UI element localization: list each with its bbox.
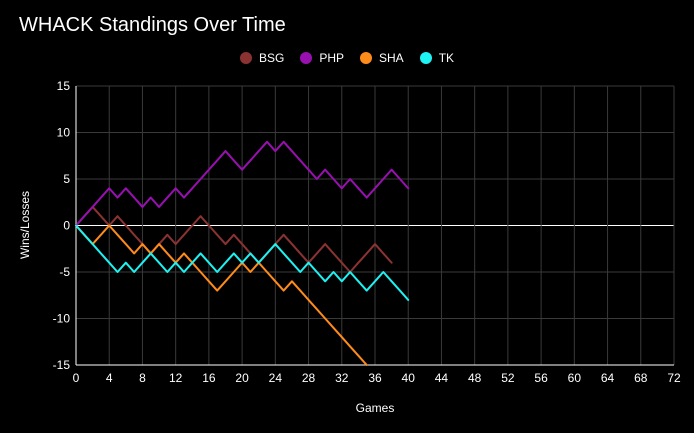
series-line-bsg xyxy=(75,205,393,273)
grid xyxy=(75,85,675,366)
series-lines xyxy=(75,140,410,366)
legend-swatch-icon xyxy=(239,52,252,64)
x-tick-label: 0 xyxy=(73,371,80,385)
legend-item-bsg[interactable]: BSG xyxy=(239,51,285,65)
legend-label: BSG xyxy=(258,51,285,65)
legend-swatch-icon xyxy=(300,52,313,64)
y-tick-label: 15 xyxy=(57,79,71,93)
y-tick-label: 5 xyxy=(63,172,70,186)
y-axis-ticks: -15 -10 -5 0 5 10 15 xyxy=(53,79,71,372)
x-tick-label: 60 xyxy=(568,371,582,385)
legend-item-php[interactable]: PHP xyxy=(300,51,344,65)
y-axis-title: Wins/Losses xyxy=(18,191,32,259)
x-tick-label: 16 xyxy=(202,371,216,385)
legend-label: PHP xyxy=(319,51,344,65)
x-tick-label: 12 xyxy=(169,371,183,385)
legend-item-tk[interactable]: TK xyxy=(419,51,455,65)
x-tick-label: 8 xyxy=(139,371,146,385)
legend-swatch-icon xyxy=(360,52,372,64)
x-tick-label: 28 xyxy=(302,371,316,385)
x-tick-label: 36 xyxy=(368,371,382,385)
x-tick-label: 68 xyxy=(634,371,648,385)
x-tick-label: 24 xyxy=(269,371,283,385)
legend-swatch-icon xyxy=(419,52,432,64)
x-tick-label: 44 xyxy=(435,371,449,385)
x-tick-label: 64 xyxy=(601,371,615,385)
y-tick-label: 0 xyxy=(63,219,70,233)
x-tick-label: 72 xyxy=(667,371,681,385)
x-tick-label: 56 xyxy=(534,371,548,385)
x-axis-ticks: 0 4 8 12 16 20 24 28 32 36 40 44 48 52 56 60 64 68 72 xyxy=(73,371,681,385)
series-line-tk xyxy=(75,224,410,301)
x-tick-label: 48 xyxy=(468,371,482,385)
y-tick-label: 10 xyxy=(57,126,71,140)
legend-label: TK xyxy=(438,51,455,65)
legend: BSG PHP SHA TK xyxy=(0,51,694,65)
chart-title: WHACK Standings Over Time xyxy=(19,14,286,36)
legend-label: SHA xyxy=(379,51,404,65)
x-tick-label: 4 xyxy=(106,371,113,385)
x-axis-title: Games xyxy=(356,401,395,415)
series-line-sha xyxy=(75,224,368,366)
series-line-php xyxy=(75,140,410,227)
y-tick-label: -5 xyxy=(59,265,70,279)
y-tick-label: -15 xyxy=(53,358,71,372)
x-tick-label: 40 xyxy=(402,371,416,385)
x-tick-label: 52 xyxy=(501,371,515,385)
y-tick-label: -10 xyxy=(53,312,71,326)
x-tick-label: 20 xyxy=(235,371,249,385)
legend-item-sha[interactable]: SHA xyxy=(360,51,404,65)
x-tick-label: 32 xyxy=(335,371,349,385)
